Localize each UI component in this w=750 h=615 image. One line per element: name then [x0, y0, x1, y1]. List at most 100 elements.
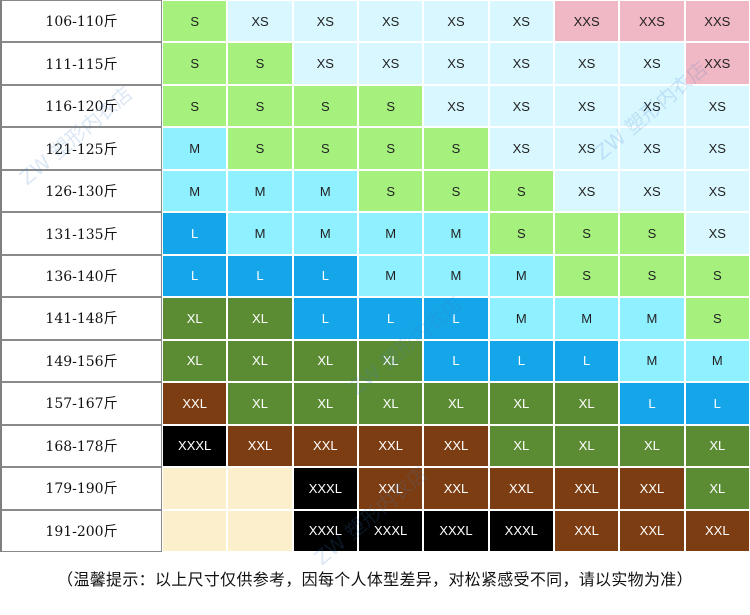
table-row: 168-178斤 XXXL XXL XXL XXL XXL XL XL XL XL	[0, 424, 750, 468]
size-cell: S	[162, 0, 228, 43]
size-cell: XXL	[357, 424, 424, 468]
table-row: 141-148斤 XL XL L L L M M M S	[0, 297, 750, 340]
size-cell	[162, 467, 228, 510]
size-cell: M	[227, 169, 293, 213]
weight-range-label: 116-120斤	[0, 84, 162, 128]
size-cell: S	[423, 127, 489, 170]
size-cell: L	[423, 339, 489, 383]
size-cell: XXS	[684, 0, 750, 43]
table-row: 121-125斤 M S S S S XS XS XS XS	[0, 127, 750, 170]
size-cell: XL	[292, 382, 358, 425]
size-cell: M	[227, 212, 293, 255]
size-cell: XXXL	[292, 509, 358, 552]
table-row: 126-130斤 M M M S S S XS XS XS	[0, 169, 750, 213]
size-cell: XXL	[423, 424, 489, 468]
size-cell: XS	[423, 42, 489, 85]
size-cell: L	[553, 339, 620, 383]
table-row: 191-200斤 XXXL XXXL XXXL XXXL XXL XXL XXL	[0, 509, 750, 552]
weight-range-label: 179-190斤	[0, 467, 162, 510]
size-cell: M	[488, 254, 554, 298]
size-cell: M	[162, 127, 228, 170]
size-cell: XXL	[553, 509, 620, 552]
size-cell: XXL	[553, 467, 620, 510]
size-cell: M	[553, 297, 620, 340]
size-cell: L	[423, 297, 489, 340]
size-cell: XL	[357, 339, 424, 383]
size-cell: L	[684, 382, 750, 425]
size-cell: XS	[553, 84, 620, 128]
size-cell: XL	[227, 339, 293, 383]
size-cell: S	[553, 254, 620, 298]
weight-range-label: 141-148斤	[0, 297, 162, 340]
size-cell: S	[162, 84, 228, 128]
size-cell: XXS	[619, 0, 685, 43]
size-cell: XL	[488, 382, 554, 425]
size-cell: M	[423, 212, 489, 255]
size-cell: XL	[227, 297, 293, 340]
size-cell: S	[357, 84, 424, 128]
size-cell: M	[162, 169, 228, 213]
table-row: 157-167斤 XXL XL XL XL XL XL XL L L	[0, 382, 750, 425]
size-cell: XS	[292, 42, 358, 85]
size-cell: XL	[423, 382, 489, 425]
size-cell: XS	[423, 0, 489, 43]
size-cell: XXXL	[488, 509, 554, 552]
size-cell: XXXL	[357, 509, 424, 552]
size-cell: S	[553, 212, 620, 255]
weight-range-label: 136-140斤	[0, 254, 162, 298]
size-cell: S	[292, 127, 358, 170]
size-cell: XL	[684, 467, 750, 510]
size-cell: XXS	[684, 42, 750, 85]
size-cell: XXS	[553, 0, 620, 43]
size-cell: XS	[684, 127, 750, 170]
size-cell: XXXL	[162, 424, 228, 468]
size-cell: XXL	[619, 467, 685, 510]
weight-range-label: 131-135斤	[0, 212, 162, 255]
size-cell: XS	[488, 84, 554, 128]
size-cell: L	[227, 254, 293, 298]
size-cell: XS	[619, 84, 685, 128]
size-cell: XS	[684, 212, 750, 255]
size-cell	[162, 509, 228, 552]
size-cell: XL	[292, 339, 358, 383]
table-row: 116-120斤 S S S S XS XS XS XS XS	[0, 84, 750, 128]
size-cell: L	[292, 297, 358, 340]
table-row: 179-190斤 XXXL XXL XXL XXL XXL XXL XL	[0, 467, 750, 510]
table-row: 111-115斤 S S XS XS XS XS XS XS XXS	[0, 42, 750, 85]
size-cell: XL	[162, 339, 228, 383]
table-row: 149-156斤 XL XL XL XL L L L M M	[0, 339, 750, 383]
size-cell: M	[488, 297, 554, 340]
size-cell: XS	[553, 42, 620, 85]
size-cell: XS	[488, 0, 554, 43]
size-cell: XXL	[162, 382, 228, 425]
size-cell: XXL	[227, 424, 293, 468]
size-cell: M	[619, 339, 685, 383]
footnote: （温馨提示：以上尺寸仅供参考，因每个人体型差异，对松紧感受不同，请以实物为准）	[57, 570, 693, 589]
size-cell: L	[162, 212, 228, 255]
size-cell: XXL	[684, 509, 750, 552]
table-row: 131-135斤 L M M M M S S S XS	[0, 212, 750, 255]
size-cell: XL	[488, 424, 554, 468]
size-cell: S	[488, 169, 554, 213]
size-cell: XS	[357, 0, 424, 43]
weight-range-label: 149-156斤	[0, 339, 162, 383]
size-cell: M	[684, 339, 750, 383]
size-cell: XL	[357, 382, 424, 425]
size-cell: XS	[553, 169, 620, 213]
size-cell: XXXL	[423, 509, 489, 552]
size-cell: XS	[553, 127, 620, 170]
size-cell: S	[423, 169, 489, 213]
size-cell: XL	[619, 424, 685, 468]
size-cell: S	[488, 212, 554, 255]
size-cell: M	[292, 212, 358, 255]
size-cell: XXL	[619, 509, 685, 552]
size-cell: XXL	[488, 467, 554, 510]
size-cell: S	[227, 84, 293, 128]
size-cell: XS	[227, 0, 293, 43]
size-cell: XS	[488, 42, 554, 85]
size-cell: S	[684, 297, 750, 340]
size-cell: S	[227, 42, 293, 85]
size-cell: S	[227, 127, 293, 170]
size-chart-table: 106-110斤 S XS XS XS XS XS XXS XXS XXS 111-115斤 S S XS…	[0, 0, 750, 552]
size-cell: XL	[553, 382, 620, 425]
